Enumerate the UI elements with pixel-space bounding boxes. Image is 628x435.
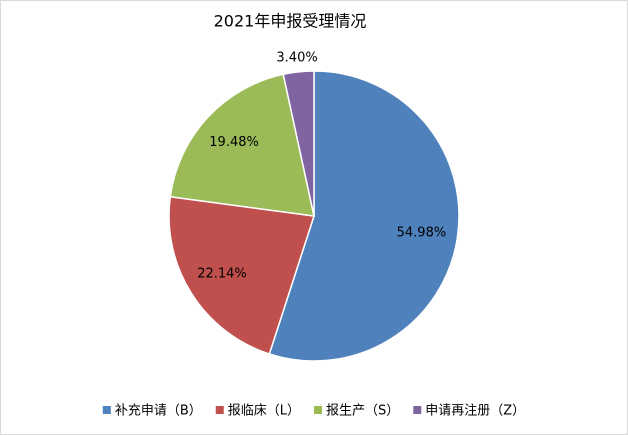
- chart-title: 2021年申报受理情况: [214, 12, 367, 31]
- pie-slice: [169, 73, 315, 217]
- legend-label: 补充申请（B）: [115, 403, 202, 419]
- data-label: 22.14%: [197, 266, 247, 281]
- pie-slice: [268, 70, 460, 362]
- pie-slice: [168, 195, 315, 355]
- pie-slice: [282, 70, 315, 217]
- legend-label: 申请再注册（Z）: [425, 404, 525, 419]
- legend: 补充申请（B） 报临床（L） 报生产（S） 申请再注册（Z）: [102, 403, 525, 419]
- legend-swatch: [413, 406, 422, 414]
- data-label: 3.40%: [276, 50, 317, 65]
- data-label: 54.98%: [397, 225, 447, 240]
- data-label: 19.48%: [209, 135, 259, 150]
- legend-label: 报生产（S）: [326, 404, 399, 419]
- legend-swatch: [314, 406, 322, 414]
- legend-label: 报临床（L）: [228, 404, 300, 419]
- legend-swatch: [102, 406, 111, 414]
- legend-swatch: [215, 406, 224, 414]
- pie: 54.98% 22.14% 19.48% 3.40%: [168, 50, 460, 362]
